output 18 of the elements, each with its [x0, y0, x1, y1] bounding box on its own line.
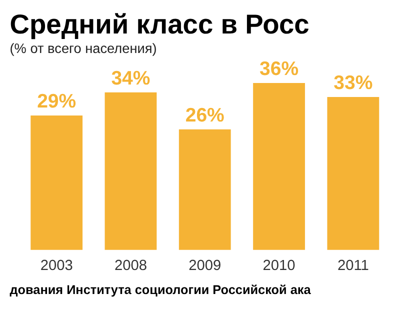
bar [253, 83, 305, 250]
bar [30, 115, 83, 250]
x-tick-label: 2010 [262, 258, 296, 274]
data-label: 26% [185, 104, 224, 127]
bar [327, 96, 380, 250]
bar [178, 129, 231, 250]
data-label: 36% [260, 58, 299, 80]
data-label: 33% [334, 72, 373, 94]
chart-title: Средний класс в Росс [10, 8, 310, 40]
chart-subtitle: (% от всего населения) [10, 40, 157, 56]
x-tick-label: 2008 [114, 258, 148, 274]
data-label: 29% [37, 90, 76, 113]
bar [104, 92, 157, 250]
x-tick-label: 2003 [40, 258, 73, 274]
text: дования Института социологии Российской ака [10, 282, 312, 297]
x-tick-label: 2009 [188, 258, 222, 274]
x-tick-label: 2011 [337, 258, 369, 274]
data-label: 34% [111, 68, 150, 90]
